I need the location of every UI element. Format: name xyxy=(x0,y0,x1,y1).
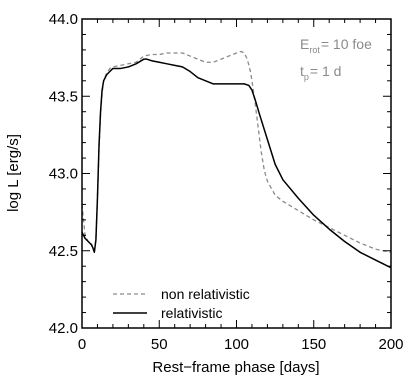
y-tick-label: 43.5 xyxy=(49,88,78,105)
y-tick-label: 44.0 xyxy=(49,11,78,28)
annotation-rot-sub: rot xyxy=(309,45,320,55)
x-tick-label: 50 xyxy=(151,336,168,353)
lines-layer xyxy=(81,50,392,269)
series-line-non-relativistic xyxy=(81,50,392,253)
annotation-t: t xyxy=(300,63,304,79)
y-tick-label: 42.0 xyxy=(49,320,78,337)
y-tick-label: 42.5 xyxy=(49,243,78,260)
x-axis-label: Rest−frame phase [days] xyxy=(152,359,319,376)
labels-layer: 0 50 100 150 200 42.0 42.5 43.0 43.5 44.0 xyxy=(49,11,404,353)
annotation-e-value: = 10 foe xyxy=(321,36,372,52)
x-tick-label: 100 xyxy=(224,336,249,353)
legend: non relativistic relativistic xyxy=(113,286,250,321)
series-line-relativistic xyxy=(81,58,392,269)
y-axis-label: log L [erg/s] xyxy=(5,134,22,212)
x-tick-label: 0 xyxy=(78,336,86,353)
legend-label-non-relativistic: non relativistic xyxy=(161,286,250,302)
x-tick-label: 200 xyxy=(378,336,403,353)
ticks-layer xyxy=(81,18,392,329)
annotation-line-1: Erot= 10 foe xyxy=(300,36,372,55)
annotation-p-sub: p xyxy=(304,72,309,82)
x-tick-label: 150 xyxy=(301,336,326,353)
legend-label-relativistic: relativistic xyxy=(161,305,222,321)
annotation-box: Erot= 10 foe tp= 1 d xyxy=(300,36,372,82)
annotation-e: E xyxy=(300,36,309,52)
plot-frame xyxy=(81,18,392,329)
y-tick-label: 43.0 xyxy=(49,166,78,183)
annotation-line-2: tp= 1 d xyxy=(300,63,341,82)
annotation-t-value: = 1 d xyxy=(310,63,342,79)
